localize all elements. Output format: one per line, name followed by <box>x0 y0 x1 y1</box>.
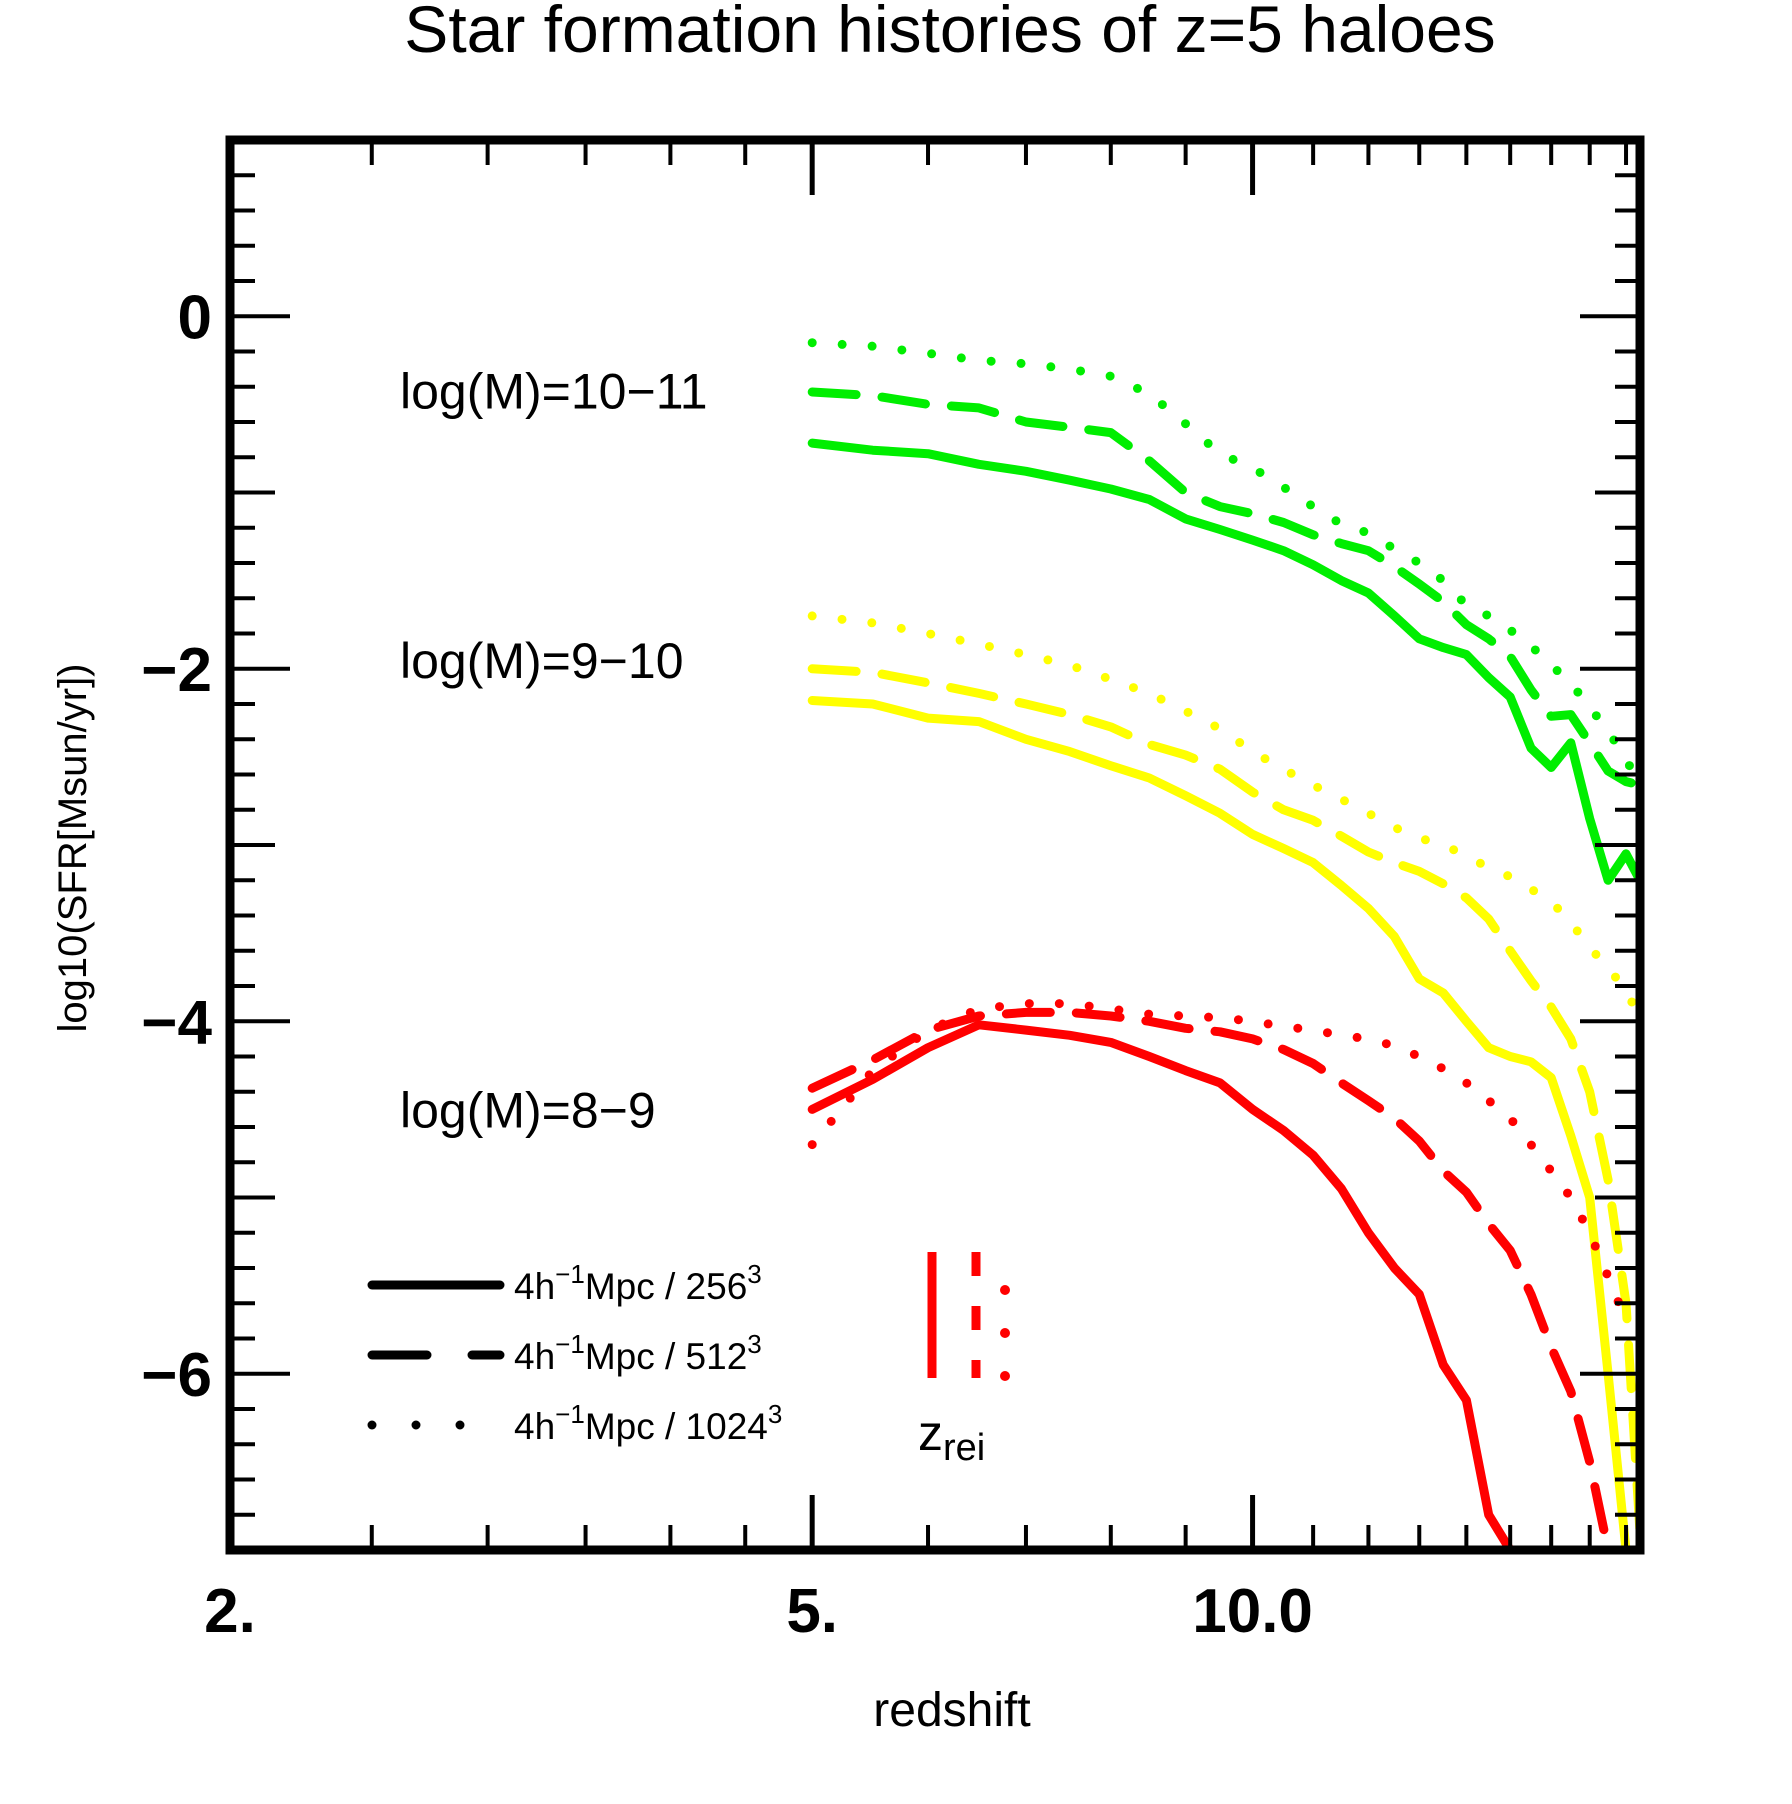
y-tick-labels: 0 −2 −4 −6 <box>141 283 212 1410</box>
legend-label: 4h−1Mpc / 5123 <box>514 1329 762 1377</box>
x-tick-label: 10.0 <box>1192 1577 1313 1646</box>
x-tick-labels: 2. 5. 10.0 <box>204 1577 1313 1646</box>
y-tick-label: −6 <box>141 1341 212 1410</box>
series-9-10-dotted <box>807 611 1645 1024</box>
series-9-10-dashed <box>807 664 1645 1537</box>
x-tick-label: 5. <box>786 1577 838 1646</box>
series-10-11-solid <box>807 438 1645 885</box>
y-tick-label: −4 <box>141 988 212 1057</box>
series-9-10-solid <box>807 696 1645 1555</box>
legend: 4h−1Mpc / 2563 4h−1Mpc / 5123 4h−1Mpc / 10… <box>367 1259 782 1447</box>
series-8-9-dashed <box>807 1007 1631 1555</box>
y-tick-label: 0 <box>178 283 212 352</box>
group-labels: log(M)=10−11 log(M)=9−10 log(M)=8−9 <box>400 363 708 1138</box>
mass-group-label: log(M)=10−11 <box>400 363 708 419</box>
series-10-11-dotted <box>807 338 1645 787</box>
y-tick-label: −2 <box>141 636 212 705</box>
x-tick-label: 2. <box>204 1577 256 1646</box>
zrei-label: zrei <box>918 1405 985 1469</box>
legend-label: 4h−1Mpc / 2563 <box>514 1259 762 1307</box>
mass-group-label: log(M)=9−10 <box>400 633 684 689</box>
plot-frame <box>225 135 1645 1555</box>
zrei-marker: zrei <box>918 1252 1010 1469</box>
mass-group-label: log(M)=8−9 <box>400 1082 656 1138</box>
legend-label: 4h−1Mpc / 10243 <box>514 1399 782 1447</box>
series-10-11-dashed <box>807 387 1645 790</box>
x-axis-label: redshift <box>873 1684 1030 1737</box>
chart-title: Star formation histories of z=5 haloes <box>404 0 1495 66</box>
y-axis-label: log10(SFR[Msun/yr]) <box>51 664 95 1033</box>
